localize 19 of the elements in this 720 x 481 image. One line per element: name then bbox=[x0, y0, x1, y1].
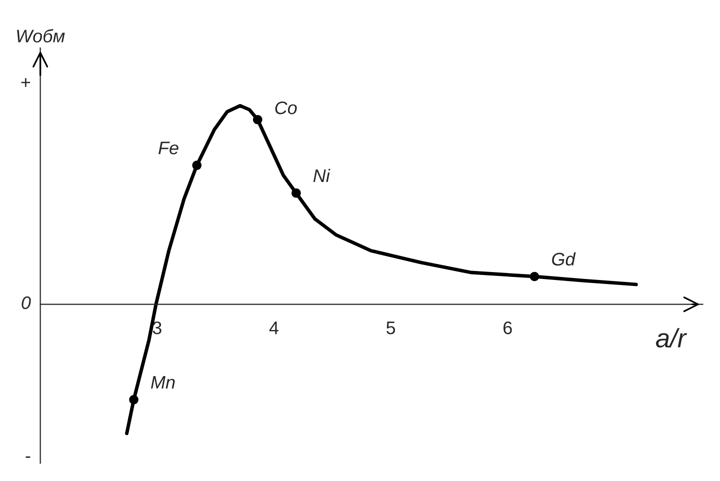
point bbox=[252, 114, 262, 124]
point bbox=[292, 188, 301, 198]
text: + bbox=[21, 78, 30, 87]
y-axis-title: Wобм bbox=[17, 29, 65, 42]
text: - bbox=[26, 456, 30, 458]
annotation: Ni bbox=[313, 168, 330, 182]
annotation: Gd bbox=[552, 252, 576, 266]
x-tick-label: 6 bbox=[504, 321, 512, 334]
text: 0 bbox=[22, 296, 31, 310]
x-axis-title: a/r bbox=[656, 328, 688, 348]
x-tick-label: 4 bbox=[269, 322, 278, 334]
annotation: Fe bbox=[158, 142, 178, 154]
annotation: Co bbox=[275, 101, 297, 114]
point bbox=[192, 160, 202, 170]
annotation: Mn bbox=[151, 376, 175, 389]
x-tick-label: 5 bbox=[386, 322, 396, 334]
point bbox=[530, 272, 540, 282]
point bbox=[129, 394, 138, 404]
x-tick-label: 3 bbox=[152, 321, 162, 334]
